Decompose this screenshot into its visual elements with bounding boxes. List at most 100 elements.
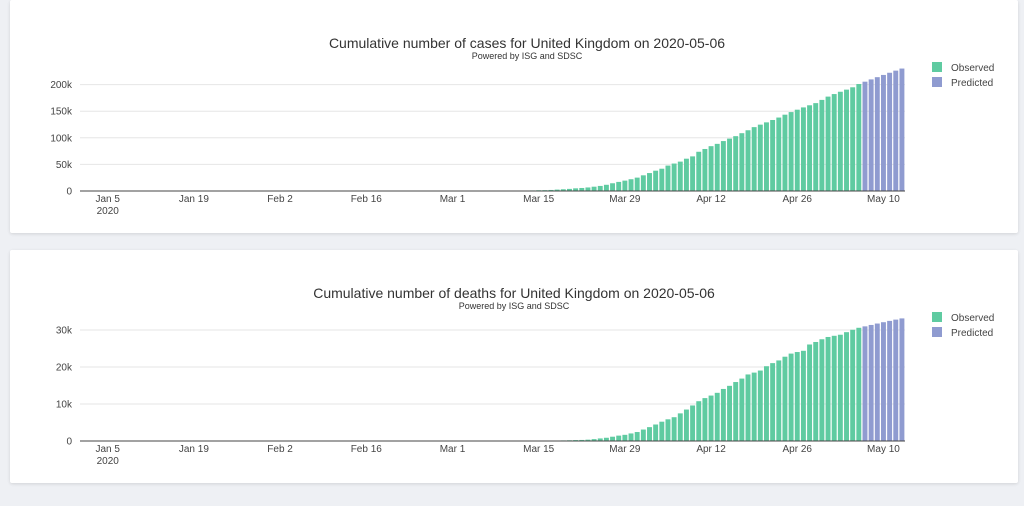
legend-label-observed[interactable]: Observed <box>951 313 994 324</box>
observed-bar[interactable] <box>683 409 689 441</box>
observed-bar[interactable] <box>757 370 763 441</box>
observed-bar[interactable] <box>616 181 622 191</box>
legend-swatch-predicted[interactable] <box>932 327 942 337</box>
observed-bar[interactable] <box>856 327 862 441</box>
observed-bar[interactable] <box>813 341 819 441</box>
observed-bar[interactable] <box>696 401 702 441</box>
observed-bar[interactable] <box>788 112 794 191</box>
observed-bar[interactable] <box>665 419 671 441</box>
predicted-bar[interactable] <box>887 320 893 441</box>
observed-bar[interactable] <box>720 141 726 191</box>
observed-bar[interactable] <box>776 117 782 191</box>
observed-bar[interactable] <box>831 94 837 191</box>
observed-bar[interactable] <box>634 177 640 191</box>
observed-bar[interactable] <box>850 87 856 191</box>
observed-bar[interactable] <box>616 435 622 441</box>
observed-bar[interactable] <box>770 119 776 191</box>
observed-bar[interactable] <box>819 339 825 441</box>
observed-bar[interactable] <box>825 96 831 191</box>
observed-bar[interactable] <box>708 146 714 191</box>
observed-bar[interactable] <box>794 352 800 441</box>
predicted-bar[interactable] <box>868 324 874 441</box>
observed-bar[interactable] <box>844 89 849 191</box>
observed-bar[interactable] <box>745 374 751 441</box>
observed-bar[interactable] <box>628 179 634 191</box>
observed-bar[interactable] <box>610 436 616 441</box>
predicted-bar[interactable] <box>874 323 880 441</box>
observed-bar[interactable] <box>677 413 683 441</box>
predicted-bar[interactable] <box>899 68 905 191</box>
predicted-bar[interactable] <box>880 74 886 191</box>
observed-bar[interactable] <box>591 186 597 191</box>
observed-bar[interactable] <box>585 439 591 441</box>
observed-bar[interactable] <box>757 124 763 191</box>
observed-bar[interactable] <box>696 151 702 191</box>
observed-bar[interactable] <box>751 372 757 441</box>
observed-bar[interactable] <box>573 188 579 191</box>
observed-bar[interactable] <box>659 168 665 191</box>
observed-bar[interactable] <box>671 417 677 441</box>
observed-bar[interactable] <box>714 392 720 441</box>
observed-bar[interactable] <box>622 180 628 191</box>
observed-bar[interactable] <box>770 363 776 441</box>
predicted-bar[interactable] <box>893 319 899 441</box>
observed-bar[interactable] <box>560 189 566 191</box>
predicted-bar[interactable] <box>862 81 868 191</box>
legend-swatch-observed[interactable] <box>932 312 942 322</box>
observed-bar[interactable] <box>548 189 554 191</box>
observed-bar[interactable] <box>764 122 769 191</box>
legend-label-observed[interactable]: Observed <box>951 63 994 74</box>
observed-bar[interactable] <box>794 109 800 191</box>
observed-bar[interactable] <box>579 187 585 191</box>
observed-bar[interactable] <box>733 382 739 441</box>
observed-bar[interactable] <box>788 353 794 441</box>
predicted-bar[interactable] <box>868 79 874 191</box>
observed-bar[interactable] <box>764 366 769 441</box>
observed-bar[interactable] <box>653 424 659 442</box>
observed-bar[interactable] <box>720 388 726 441</box>
observed-bar[interactable] <box>603 184 609 191</box>
observed-bar[interactable] <box>850 329 856 441</box>
observed-bar[interactable] <box>856 84 862 191</box>
observed-bar[interactable] <box>733 136 739 191</box>
observed-bar[interactable] <box>591 439 597 441</box>
observed-bar[interactable] <box>603 437 609 441</box>
observed-bar[interactable] <box>745 130 751 191</box>
observed-bar[interactable] <box>800 107 806 191</box>
observed-bar[interactable] <box>647 427 652 441</box>
observed-bar[interactable] <box>727 138 732 191</box>
observed-bar[interactable] <box>714 143 720 191</box>
observed-bar[interactable] <box>690 156 696 191</box>
observed-bar[interactable] <box>622 434 628 441</box>
predicted-bar[interactable] <box>887 72 893 191</box>
observed-bar[interactable] <box>800 350 806 441</box>
observed-bar[interactable] <box>597 185 603 191</box>
observed-bar[interactable] <box>690 405 696 441</box>
observed-bar[interactable] <box>659 421 665 441</box>
predicted-bar[interactable] <box>893 70 899 191</box>
observed-bar[interactable] <box>782 114 788 191</box>
observed-bar[interactable] <box>702 148 708 191</box>
observed-bar[interactable] <box>640 429 646 441</box>
observed-bar[interactable] <box>807 344 813 441</box>
legend-swatch-predicted[interactable] <box>932 77 942 87</box>
observed-bar[interactable] <box>708 395 714 441</box>
observed-bar[interactable] <box>647 173 652 191</box>
observed-bar[interactable] <box>739 378 745 441</box>
observed-bar[interactable] <box>837 91 843 191</box>
predicted-bar[interactable] <box>874 77 880 191</box>
observed-bar[interactable] <box>727 385 732 441</box>
predicted-bar[interactable] <box>899 318 905 441</box>
observed-bar[interactable] <box>807 105 813 191</box>
observed-bar[interactable] <box>782 356 788 441</box>
observed-bar[interactable] <box>837 334 843 441</box>
predicted-bar[interactable] <box>862 326 868 441</box>
observed-bar[interactable] <box>628 433 634 441</box>
legend-label-predicted[interactable]: Predicted <box>951 78 993 89</box>
observed-bar[interactable] <box>751 127 757 191</box>
observed-bar[interactable] <box>819 99 825 191</box>
observed-bar[interactable] <box>813 103 819 191</box>
observed-bar[interactable] <box>844 332 849 441</box>
observed-bar[interactable] <box>665 165 671 191</box>
observed-bar[interactable] <box>776 360 782 441</box>
